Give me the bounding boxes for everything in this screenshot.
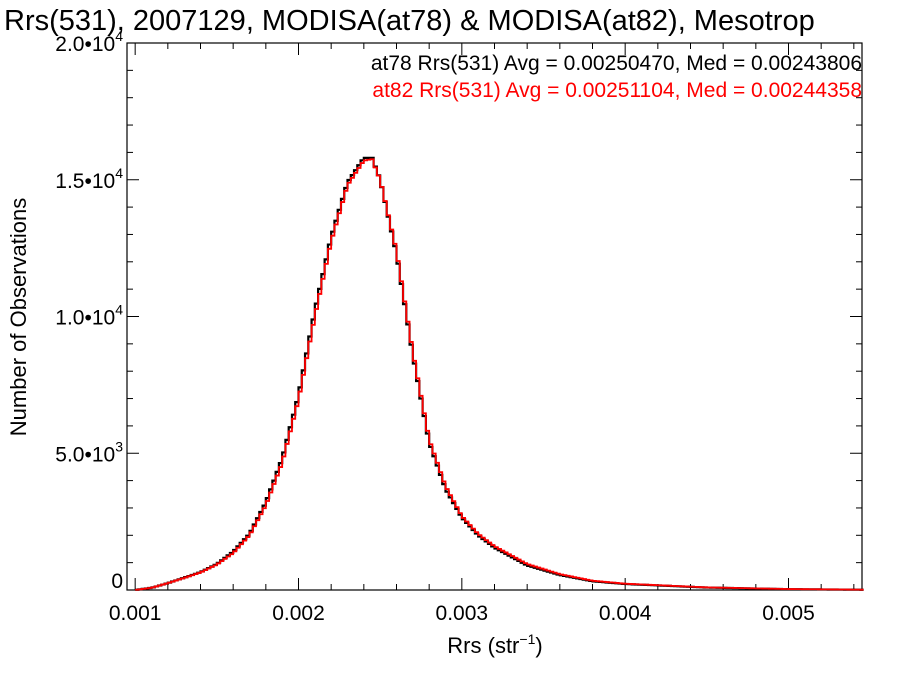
legend: at78 Rrs(531) Avg = 0.00250470, Med = 0.… [371, 52, 862, 102]
legend-label-at82: at82 Rrs(531) Avg = 0.00251104, Med = 0.… [372, 79, 862, 102]
x-tick-label: 0.002 [272, 602, 325, 625]
y-tick-label: 1.0•104 [55, 302, 123, 330]
x-axis-label-exponent: −1 [519, 631, 535, 647]
series-line-at78 [135, 156, 864, 591]
plot-frame [126, 42, 863, 591]
x-tick-label: 0.001 [109, 602, 162, 625]
y-tick-label: 5.0•103 [55, 438, 123, 466]
x-tick-label: 0.003 [436, 602, 489, 625]
y-axis-ticks: 0 5.0•103 1.0•104 1.5•104 2.0•104 [55, 28, 862, 593]
legend-label-at78: at78 Rrs(531) Avg = 0.00250470, Med = 0.… [371, 52, 862, 75]
chart-title: Rrs(531), 2007129, MODISA(at78) & MODISA… [4, 5, 815, 37]
y-axis-label: Number of Observations [6, 198, 31, 436]
y-tick-label: 0 [111, 570, 123, 593]
plot-border [126, 42, 863, 591]
x-axis-label: Rrs (str−1) [447, 631, 542, 658]
x-axis-label-main: Rrs (str [447, 633, 519, 658]
x-axis-ticks: 0.001 0.002 0.003 0.004 0.005 [109, 43, 855, 625]
x-axis-label-tail: ) [535, 633, 542, 658]
series-layer [135, 156, 864, 591]
y-tick-label: 2.0•104 [55, 28, 123, 56]
y-tick-label: 1.5•104 [55, 165, 123, 193]
x-tick-label: 0.005 [762, 602, 815, 625]
series-line-at82 [135, 158, 864, 591]
x-tick-label: 0.004 [599, 602, 652, 625]
